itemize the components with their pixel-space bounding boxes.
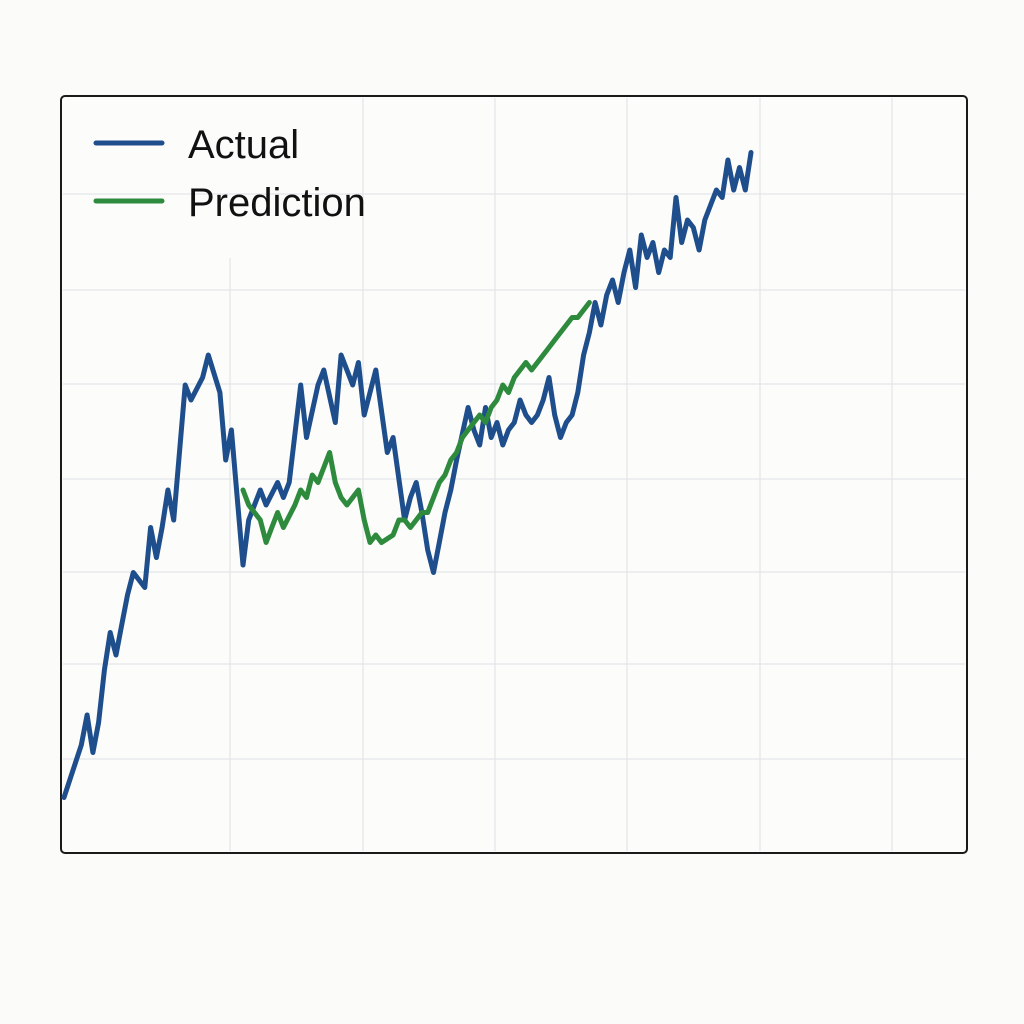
legend: Actual Prediction <box>93 123 366 225</box>
series-line-actual <box>61 150 754 800</box>
series-line-prediction <box>240 300 592 545</box>
grid-lines <box>63 98 965 851</box>
legend-label-actual: Actual <box>188 123 299 167</box>
series-lines <box>61 150 754 800</box>
legend-label-prediction: Prediction <box>188 181 366 225</box>
